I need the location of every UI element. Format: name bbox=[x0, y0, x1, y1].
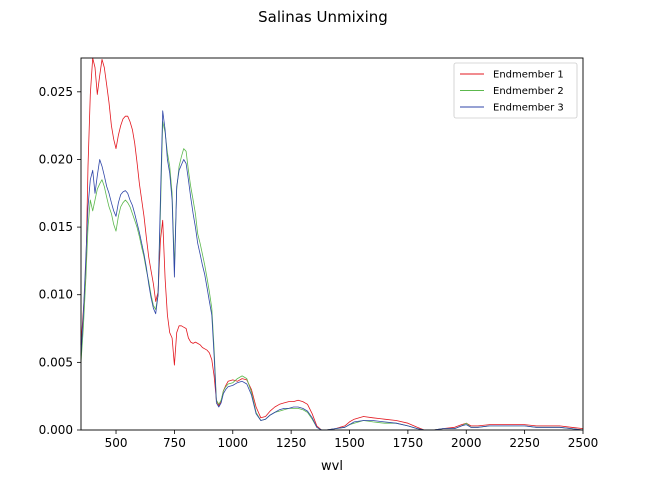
x-axis: 500 750 1000 1250 1500 1750 2000 2250 2500 bbox=[105, 430, 599, 450]
x-tick-label: 1000 bbox=[217, 436, 248, 450]
plot-area bbox=[80, 57, 584, 431]
x-tick-label: 2000 bbox=[451, 436, 482, 450]
y-tick-label: 0.010 bbox=[39, 288, 73, 302]
legend-label-3: Endmember 3 bbox=[493, 103, 564, 114]
y-tick-label: 0.025 bbox=[39, 85, 73, 99]
x-axis-label: wvl bbox=[321, 459, 343, 474]
y-axis: 0.000 0.005 0.010 0.015 0.020 0.025 bbox=[39, 85, 81, 437]
y-tick-label: 0.000 bbox=[39, 423, 73, 437]
legend: Endmember 1 Endmember 2 Endmember 3 bbox=[453, 62, 578, 119]
chart-title: Salinas Unmixing bbox=[258, 8, 388, 26]
plot-frame bbox=[80, 57, 584, 431]
x-tick-label: 750 bbox=[163, 436, 186, 450]
x-tick-label: 1500 bbox=[334, 436, 365, 450]
series-line-1 bbox=[80, 57, 584, 431]
x-tick-label: 2500 bbox=[568, 436, 599, 450]
legend-label-1: Endmember 1 bbox=[493, 70, 564, 81]
series-layer bbox=[80, 57, 584, 431]
y-tick-label: 0.020 bbox=[39, 152, 73, 166]
legend-box bbox=[453, 62, 578, 119]
y-tick-label: 0.015 bbox=[39, 220, 73, 234]
plot-background bbox=[81, 58, 583, 430]
series-line-3 bbox=[80, 110, 584, 431]
x-tick-label: 1750 bbox=[393, 436, 424, 450]
legend-label-2: Endmember 2 bbox=[493, 86, 564, 97]
y-tick-label: 0.005 bbox=[39, 355, 73, 369]
x-tick-label: 1250 bbox=[276, 436, 307, 450]
x-tick-label: 500 bbox=[105, 436, 128, 450]
x-tick-label: 2250 bbox=[509, 436, 540, 450]
